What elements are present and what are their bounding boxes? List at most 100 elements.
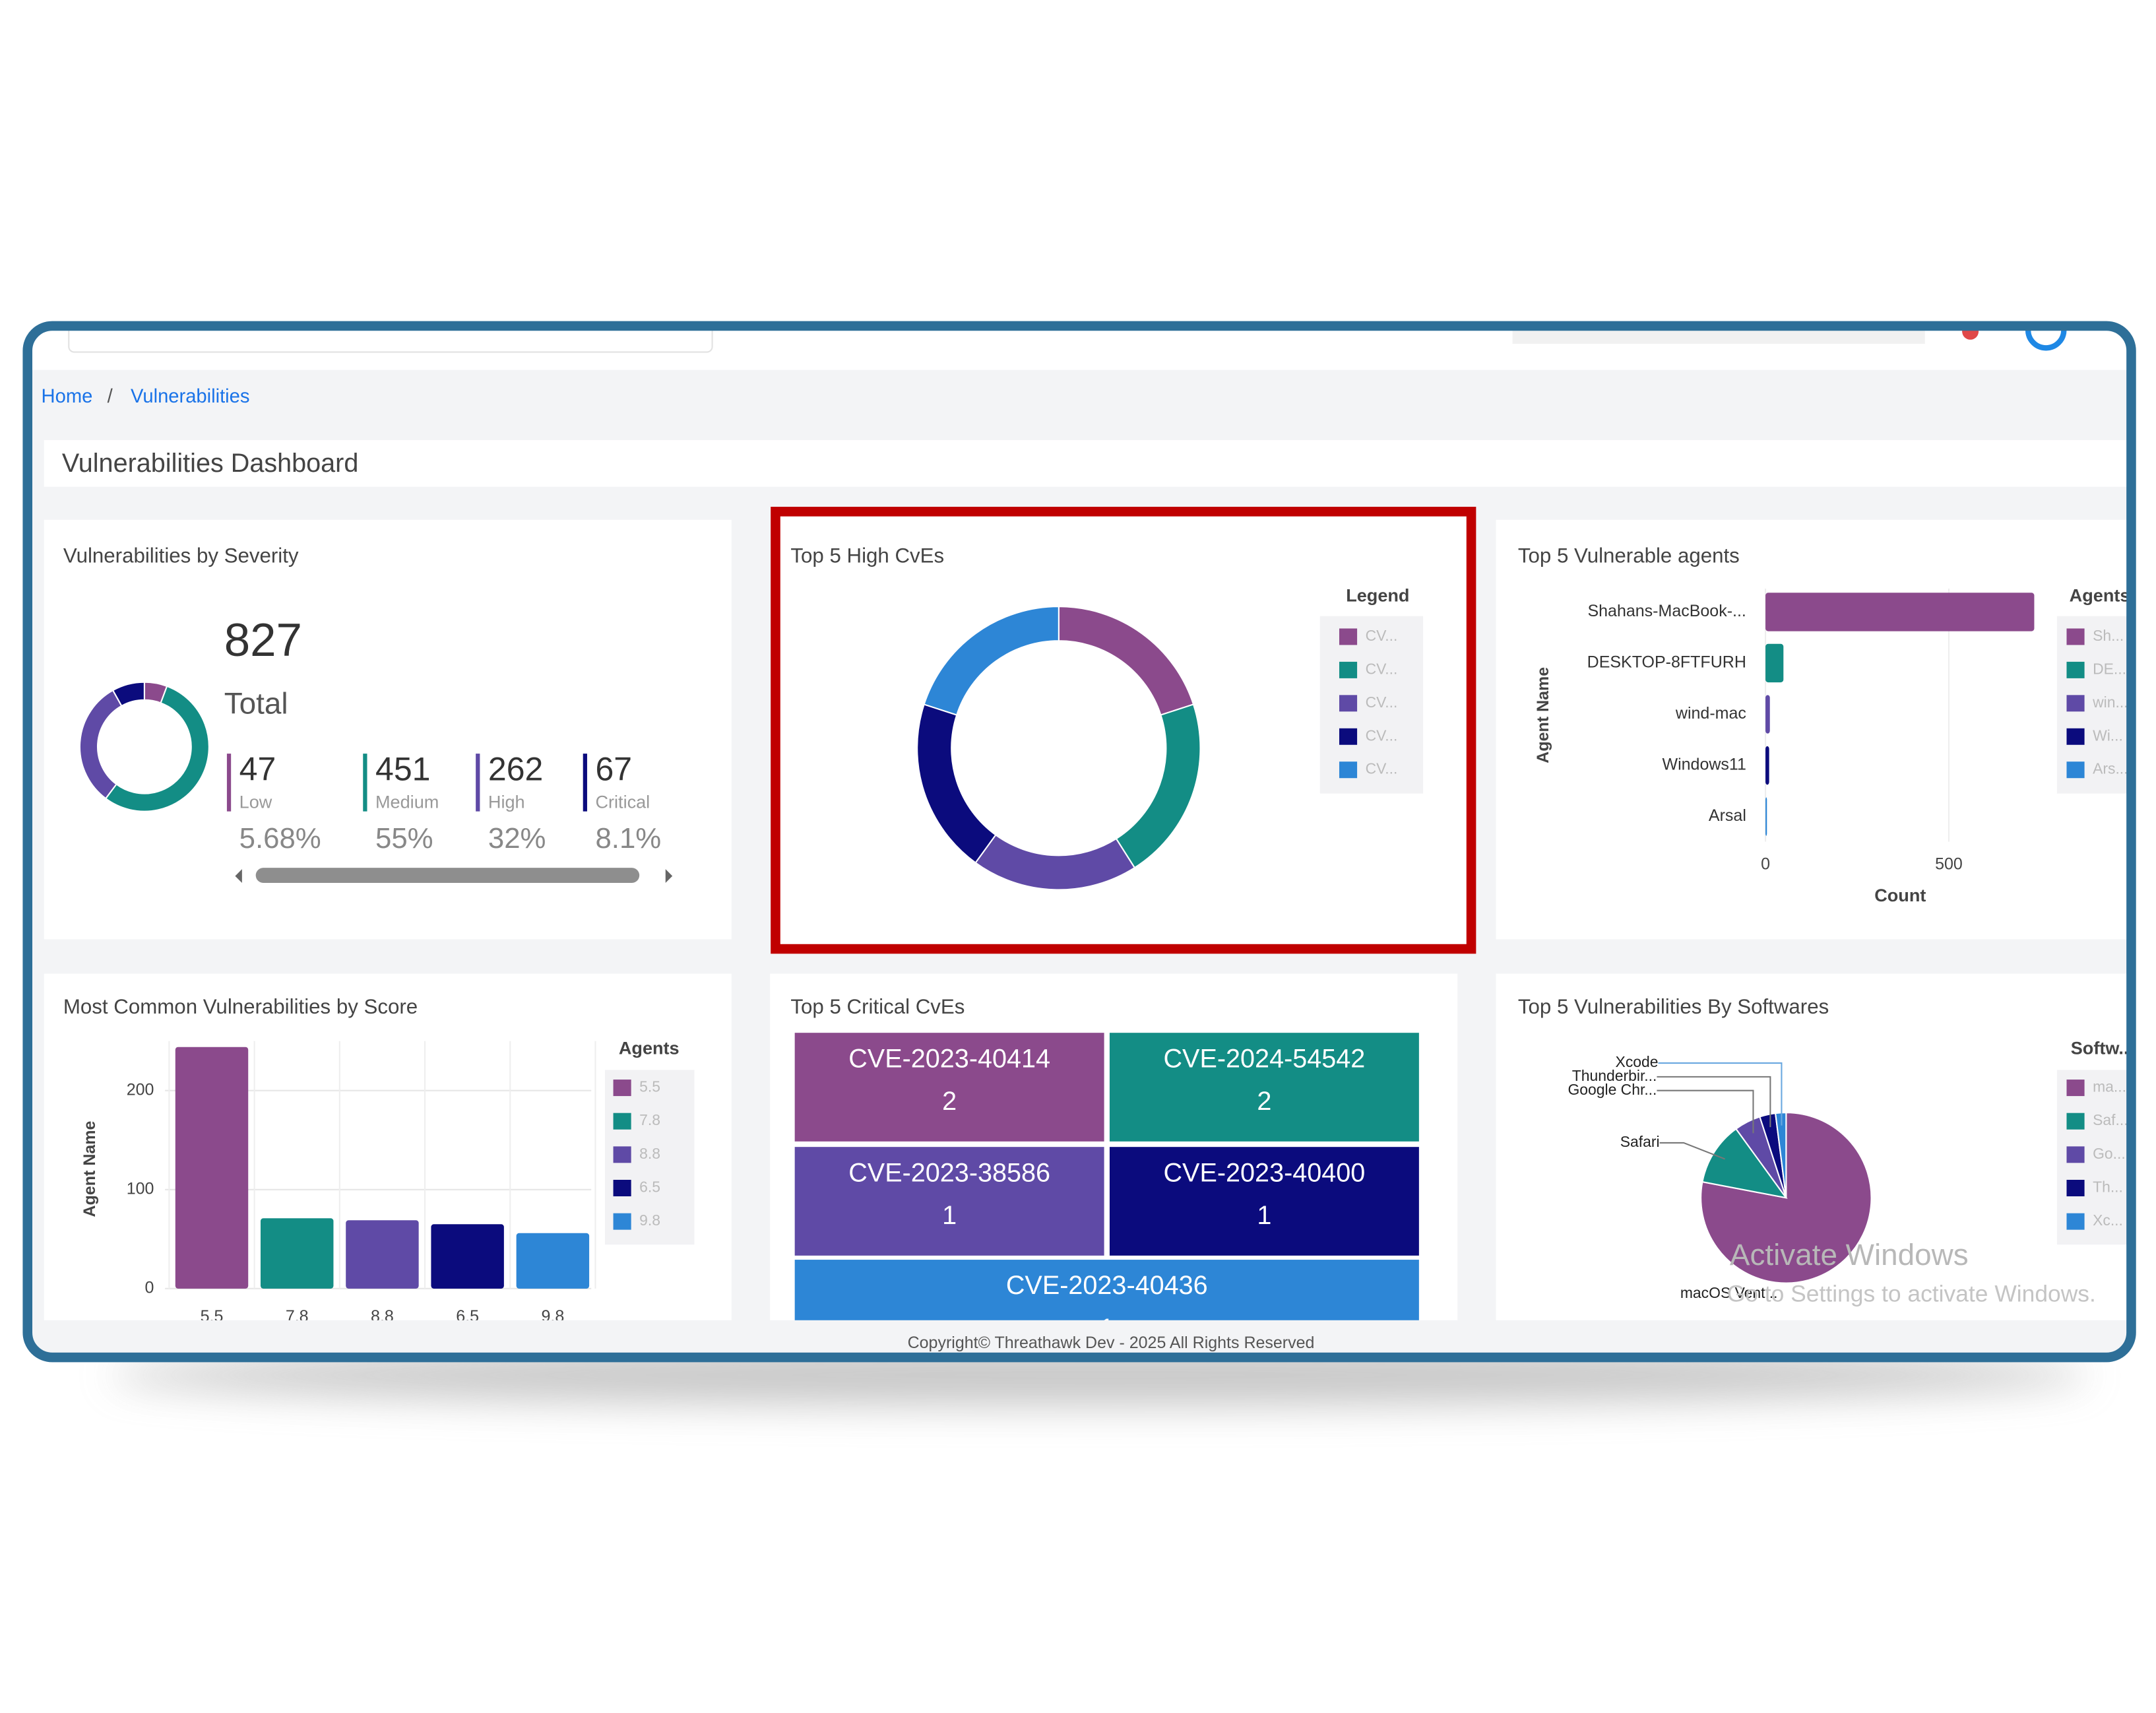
y-tick-label: Shahans-MacBook-... <box>1587 602 1746 620</box>
legend-label: Xc... <box>2093 1212 2123 1229</box>
legend-swatch <box>613 1113 631 1130</box>
bar <box>1765 643 1784 683</box>
legend-label: Th... <box>2093 1179 2123 1196</box>
y-axis-label: Agent Name <box>1534 667 1552 763</box>
card-title: Vulnerabilities by Severity <box>63 544 299 567</box>
legend-swatch <box>1339 661 1358 678</box>
notification-icon[interactable] <box>1962 323 1979 340</box>
legend-label: Saf... <box>2093 1111 2128 1128</box>
top-bar-info <box>1512 330 1925 344</box>
bar <box>1765 593 2035 631</box>
cell-name: CVE-2023-38586 <box>848 1158 1050 1187</box>
y-tick-label: 0 <box>145 1278 154 1297</box>
card-title: Top 5 Vulnerable agents <box>1518 544 1740 567</box>
bar <box>1765 746 1769 785</box>
cell-name: CVE-2023-40400 <box>1163 1158 1365 1187</box>
legend-label: Sh... <box>2093 627 2124 644</box>
legend-label: 9.8 <box>639 1212 660 1229</box>
bar <box>431 1224 504 1289</box>
y-axis-label: Agent Name <box>80 1120 99 1217</box>
breadcrumb-home[interactable]: Home <box>42 386 93 407</box>
card-title: Top 5 Critical CvEs <box>790 995 965 1018</box>
legend-label: CV... <box>1366 627 1398 644</box>
legend-label: win... <box>2092 694 2128 711</box>
dashboard: Home / Vulnerabilities Vulnerabilities D… <box>31 312 2134 1353</box>
slice <box>104 685 210 812</box>
legend-title: Softw... <box>2071 1037 2134 1058</box>
slice <box>1701 1128 1788 1199</box>
cell-count: 2 <box>1257 1087 1271 1116</box>
legend-label: Wi... <box>2093 727 2123 744</box>
slice <box>111 681 145 707</box>
footer-bar <box>31 1320 2128 1353</box>
legend-swatch <box>613 1179 631 1196</box>
bar <box>175 1047 249 1289</box>
legend-swatch <box>2066 628 2085 645</box>
treemap-cell <box>794 1033 1104 1142</box>
legend-swatch <box>1339 728 1358 745</box>
y-tick-label: DESKTOP-8FTFURH <box>1587 653 1746 672</box>
cell-count: 2 <box>942 1087 957 1116</box>
severity-bar <box>363 754 367 812</box>
legend-label: Go... <box>2093 1145 2126 1162</box>
x-axis-label: Count <box>1874 885 1926 905</box>
bar <box>346 1220 419 1289</box>
legend-label: CV... <box>1366 760 1398 777</box>
leader-line <box>1657 1089 1754 1134</box>
slice-label: macOS Vent... <box>1680 1284 1778 1301</box>
slice <box>1774 1112 1787 1198</box>
treemap-cell <box>794 1147 1104 1256</box>
slice-label: Google Chr... <box>1568 1081 1657 1098</box>
total-label: Total <box>224 686 288 720</box>
legend-swatch <box>1339 695 1358 712</box>
severity-bar <box>226 754 232 812</box>
bar <box>260 1218 334 1289</box>
card-title: Top 5 High CvEs <box>790 544 944 567</box>
severity-percent: 32% <box>488 822 546 855</box>
severity-label: Critical <box>595 791 650 812</box>
cell-name: CVE-2023-40414 <box>848 1044 1050 1073</box>
scrollbar-thumb[interactable] <box>255 868 640 884</box>
leader-line <box>1659 1142 1725 1160</box>
frame-border <box>22 321 2136 1363</box>
y-tick-label: wind-mac <box>1675 704 1746 723</box>
card-title: Most Common Vulnerabilities by Score <box>63 995 418 1018</box>
charts: 47 Low 5.68% 451 Medium 55% 262 High 32% 67 Critic… <box>79 589 2128 1343</box>
y-tick-label: Arsal <box>1709 806 1746 825</box>
severity-count: 67 <box>595 750 632 787</box>
treemap-cell <box>794 1260 1419 1329</box>
x-tick-label: 0 <box>1761 855 1770 874</box>
legend-swatch <box>613 1146 631 1163</box>
slice-label: Xcode <box>1616 1053 1659 1070</box>
legend-box <box>1319 616 1424 794</box>
legend-title: Legend <box>1346 585 1409 606</box>
severity-count: 47 <box>239 750 276 787</box>
search-box[interactable] <box>68 319 713 353</box>
severity-label: High <box>488 791 525 812</box>
card-agents <box>1496 519 2128 940</box>
severity-count: 262 <box>488 750 543 787</box>
watermark-title: Activate Windows <box>1730 1237 1969 1272</box>
bar <box>1765 797 1767 836</box>
leader-line <box>1657 1076 1771 1128</box>
legend-label: CV... <box>1366 660 1398 677</box>
breadcrumb-current[interactable]: Vulnerabilities <box>131 386 249 407</box>
user-avatar[interactable] <box>2025 312 2067 351</box>
total-count: 827 <box>224 614 302 666</box>
bar <box>1765 695 1770 734</box>
watermark-subtitle: Go to Settings to activate Windows. <box>1727 1281 2096 1307</box>
legend-title: Agents <box>619 1037 680 1058</box>
legend-label: 8.8 <box>639 1145 660 1162</box>
severity-percent: 8.1% <box>595 822 661 855</box>
card-title: Top 5 Vulnerabilities By Softwares <box>1518 995 1829 1018</box>
legend-swatch <box>1339 761 1358 779</box>
severity-percent: 55% <box>375 822 433 855</box>
y-tick-label: 200 <box>127 1080 154 1099</box>
title-bar <box>44 439 2128 487</box>
legend-label: 6.5 <box>639 1179 660 1196</box>
cell-name: CVE-2023-40436 <box>1006 1271 1208 1300</box>
slice-label: Thunderbir... <box>1572 1067 1657 1084</box>
treemap-cell <box>1109 1147 1419 1256</box>
severity-count: 451 <box>375 750 430 787</box>
